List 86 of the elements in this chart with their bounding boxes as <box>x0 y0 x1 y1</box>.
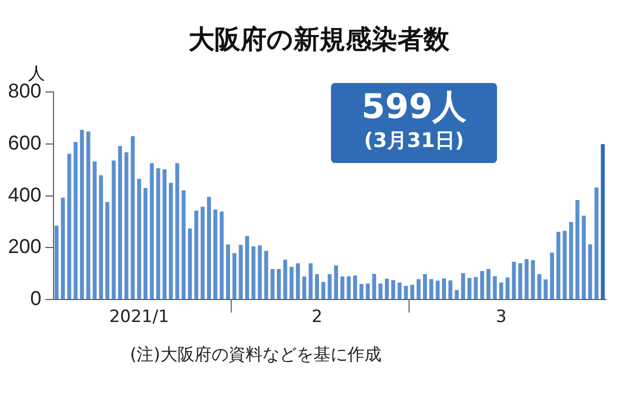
bar <box>258 245 262 300</box>
bar <box>156 168 160 300</box>
bar <box>92 162 97 300</box>
bar <box>226 244 230 300</box>
bar <box>353 275 358 300</box>
bar <box>600 144 605 300</box>
bar <box>512 262 516 300</box>
bar <box>194 210 198 300</box>
y-tick-label: 0 <box>30 288 42 310</box>
bar <box>290 266 294 300</box>
bar <box>378 284 382 300</box>
bar <box>321 282 326 300</box>
bar <box>207 196 211 300</box>
bar <box>461 273 466 300</box>
bar <box>308 263 313 300</box>
bar <box>232 253 236 300</box>
bar <box>530 260 535 300</box>
y-tick-label: 600 <box>8 132 42 154</box>
bar <box>575 200 580 300</box>
bar <box>74 142 78 300</box>
bar <box>99 175 103 300</box>
bar <box>480 271 484 300</box>
bar <box>416 279 421 300</box>
bar <box>569 222 574 300</box>
x-tick-label: 3 <box>496 307 507 328</box>
bar <box>144 188 148 300</box>
bar <box>366 284 370 300</box>
bar <box>276 268 281 300</box>
bar <box>562 230 567 300</box>
bar <box>86 131 90 300</box>
bar <box>182 190 186 300</box>
bar <box>80 130 84 300</box>
bar <box>220 212 224 300</box>
bar <box>492 276 497 300</box>
bar <box>436 280 440 300</box>
bar <box>105 202 110 300</box>
bar <box>384 278 389 300</box>
bar <box>524 259 529 300</box>
bar <box>334 265 338 300</box>
bar <box>168 182 173 300</box>
annotation: 599人 (3月31日) <box>360 87 468 153</box>
bar <box>270 268 274 300</box>
bar <box>588 244 592 300</box>
x-tick-label: 2 <box>312 307 322 328</box>
bar <box>315 274 319 300</box>
bar <box>328 274 332 300</box>
bar <box>550 252 554 300</box>
y-tick-label: 200 <box>8 236 42 258</box>
x-tick-label: 2021/1 <box>109 307 170 328</box>
bar <box>594 187 598 300</box>
bar <box>499 282 504 300</box>
bar <box>137 178 142 300</box>
bar <box>404 286 408 300</box>
bar <box>372 274 376 300</box>
bar <box>124 152 128 300</box>
bar <box>54 226 59 300</box>
text: (注)大阪府の資料などを基に作成 <box>130 344 382 366</box>
bar <box>188 228 192 300</box>
chart-title: 大阪府の新規感染者数 <box>188 24 450 57</box>
bar <box>359 284 364 300</box>
bar <box>296 263 300 300</box>
bar <box>112 160 116 300</box>
bar <box>486 268 490 300</box>
bar <box>537 274 542 300</box>
bar <box>448 280 452 300</box>
bar <box>245 236 250 300</box>
bar <box>422 274 427 300</box>
bar <box>556 232 560 300</box>
bar <box>467 278 472 300</box>
bar <box>474 277 478 300</box>
bar <box>340 276 344 300</box>
bar <box>442 278 446 300</box>
bar <box>391 280 396 300</box>
bar <box>264 250 268 300</box>
bar <box>150 163 154 300</box>
bar <box>200 206 205 300</box>
bar <box>213 210 218 300</box>
bar <box>118 146 122 300</box>
bar <box>398 282 402 300</box>
bar <box>506 278 510 300</box>
bar <box>251 246 256 300</box>
bar <box>544 279 548 300</box>
bar <box>429 279 434 300</box>
y-tick-label: 400 <box>8 184 42 206</box>
bar <box>162 169 166 300</box>
bar <box>60 198 65 300</box>
